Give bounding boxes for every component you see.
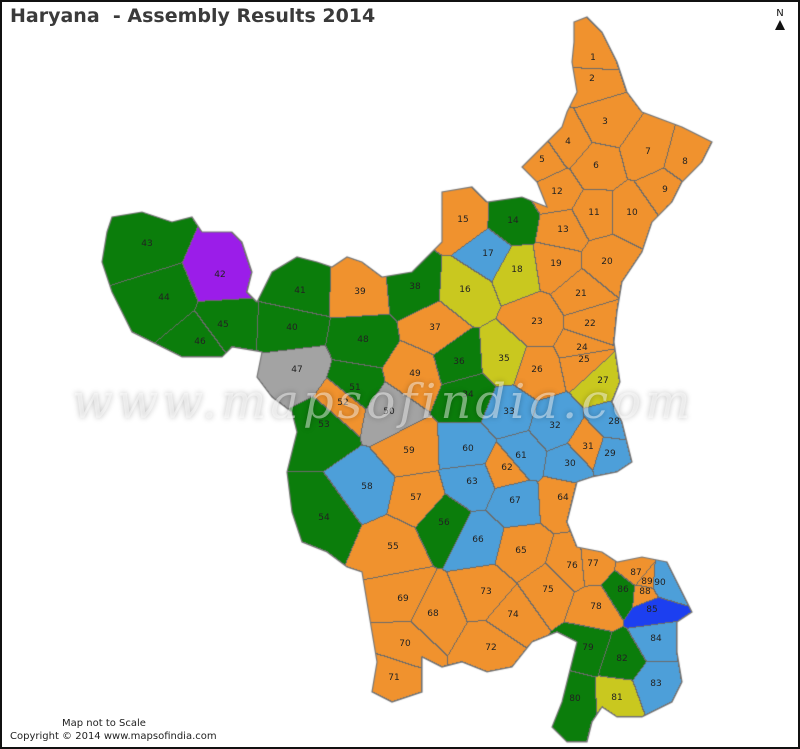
constituency-22-label: 22: [584, 319, 596, 329]
constituency-85-label: 85: [646, 605, 658, 615]
constituency-88-label: 88: [639, 587, 651, 597]
constituency-24-label: 24: [576, 343, 588, 353]
north-arrow: N: [770, 8, 790, 30]
constituency-74-label: 74: [507, 610, 519, 620]
constituency-41-label: 41: [294, 286, 306, 296]
map-title: Haryana - Assembly Results 2014: [10, 5, 376, 27]
constituency-43-label: 43: [141, 239, 153, 249]
constituency-31-label: 31: [582, 442, 594, 452]
constituency-20-label: 20: [601, 257, 613, 267]
constituency-9-label: 9: [662, 185, 668, 195]
constituency-36-label: 36: [453, 357, 465, 367]
scale-note: Map not to Scale: [62, 718, 146, 729]
constituency-76-label: 76: [566, 561, 578, 571]
constituency-34-label: 34: [462, 390, 474, 400]
constituency-8-label: 8: [682, 157, 688, 167]
constituency-12-label: 12: [551, 187, 563, 197]
constituency-5-label: 5: [539, 155, 545, 165]
constituency-45-label: 45: [217, 320, 229, 330]
constituency-3-label: 3: [602, 117, 608, 127]
constituency-13-label: 13: [557, 225, 569, 235]
constituency-82-label: 82: [616, 654, 628, 664]
constituency-38-label: 38: [409, 282, 421, 292]
constituency-6-label: 6: [593, 161, 599, 171]
constituency-39-label: 39: [354, 287, 366, 297]
constituency-77-label: 77: [587, 559, 599, 569]
constituency-35-label: 35: [498, 354, 510, 364]
constituency-21-label: 21: [575, 289, 587, 299]
constituency-33-label: 33: [503, 407, 515, 417]
north-label: N: [776, 8, 784, 19]
constituency-64-label: 64: [557, 493, 569, 503]
constituency-73-label: 73: [480, 587, 492, 597]
constituency-4-label: 4: [565, 137, 571, 147]
constituency-32-label: 32: [549, 421, 561, 431]
constituency-19-label: 19: [550, 259, 562, 269]
north-arrow-icon: [775, 20, 785, 30]
constituency-51-label: 51: [349, 383, 361, 393]
constituency-75-label: 75: [542, 585, 554, 595]
constituency-66-label: 66: [472, 535, 484, 545]
constituency-72-label: 72: [485, 643, 497, 653]
constituency-29-label: 29: [604, 449, 616, 459]
constituency-7-label: 7: [645, 147, 651, 157]
constituency-55-label: 55: [387, 542, 399, 552]
constituency-14-label: 14: [507, 216, 519, 226]
constituency-65-label: 65: [515, 546, 527, 556]
constituency-52-label: 52: [337, 398, 349, 408]
copyright-text: Copyright © 2014 www.mapsofindia.com: [10, 731, 217, 742]
constituency-61-label: 61: [515, 451, 527, 461]
constituency-16-label: 16: [459, 285, 471, 295]
constituency-30-label: 30: [564, 459, 576, 469]
constituency-58-label: 58: [361, 482, 373, 492]
constituency-59-label: 59: [403, 446, 415, 456]
constituency-44-label: 44: [158, 293, 170, 303]
constituency-15-label: 15: [457, 215, 469, 225]
constituency-71-label: 71: [388, 673, 400, 683]
constituency-78-label: 78: [590, 602, 602, 612]
constituency-48-label: 48: [357, 335, 369, 345]
constituency-81-label: 81: [611, 693, 623, 703]
constituency-18-label: 18: [511, 265, 523, 275]
constituency-79-label: 79: [582, 643, 594, 653]
constituency-69-label: 69: [397, 594, 409, 604]
constituency-57-label: 57: [410, 493, 422, 503]
constituency-53-label: 53: [318, 420, 330, 430]
constituency-23-label: 23: [531, 317, 543, 327]
constituency-60-label: 60: [462, 444, 474, 454]
constituency-86-label: 86: [617, 585, 629, 595]
constituency-40-label: 40: [286, 323, 298, 333]
constituency-47-label: 47: [291, 365, 303, 375]
constituency-50-label: 50: [383, 407, 395, 417]
constituency-70-label: 70: [399, 639, 411, 649]
constituency-25-label: 25: [578, 355, 590, 365]
constituency-83-label: 83: [650, 679, 662, 689]
constituency-10-label: 10: [626, 208, 638, 218]
constituency-37-label: 37: [429, 323, 441, 333]
constituency-67-label: 67: [509, 496, 521, 506]
constituency-80-label: 80: [569, 694, 581, 704]
constituency-56-label: 56: [438, 518, 450, 528]
constituency-28-label: 28: [608, 417, 620, 427]
constituency-17-label: 17: [482, 249, 494, 259]
constituency-49-label: 49: [409, 369, 421, 379]
constituency-84-label: 84: [650, 634, 662, 644]
constituency-87-label: 87: [630, 568, 642, 578]
constituency-2-label: 2: [589, 74, 595, 84]
constituency-89-label: 89: [641, 577, 653, 587]
constituency-42-label: 42: [214, 270, 226, 280]
constituency-90-label: 90: [654, 578, 666, 588]
constituency-26-label: 26: [531, 365, 543, 375]
constituency-1-label: 1: [590, 53, 596, 63]
constituency-11-label: 11: [588, 208, 600, 218]
constituency-27-label: 27: [597, 376, 609, 386]
constituency-63-label: 63: [466, 477, 478, 487]
constituency-62-label: 62: [501, 463, 513, 473]
constituency-68-label: 68: [427, 609, 439, 619]
constituency-46-label: 46: [194, 337, 206, 347]
constituency-54-label: 54: [318, 513, 330, 523]
